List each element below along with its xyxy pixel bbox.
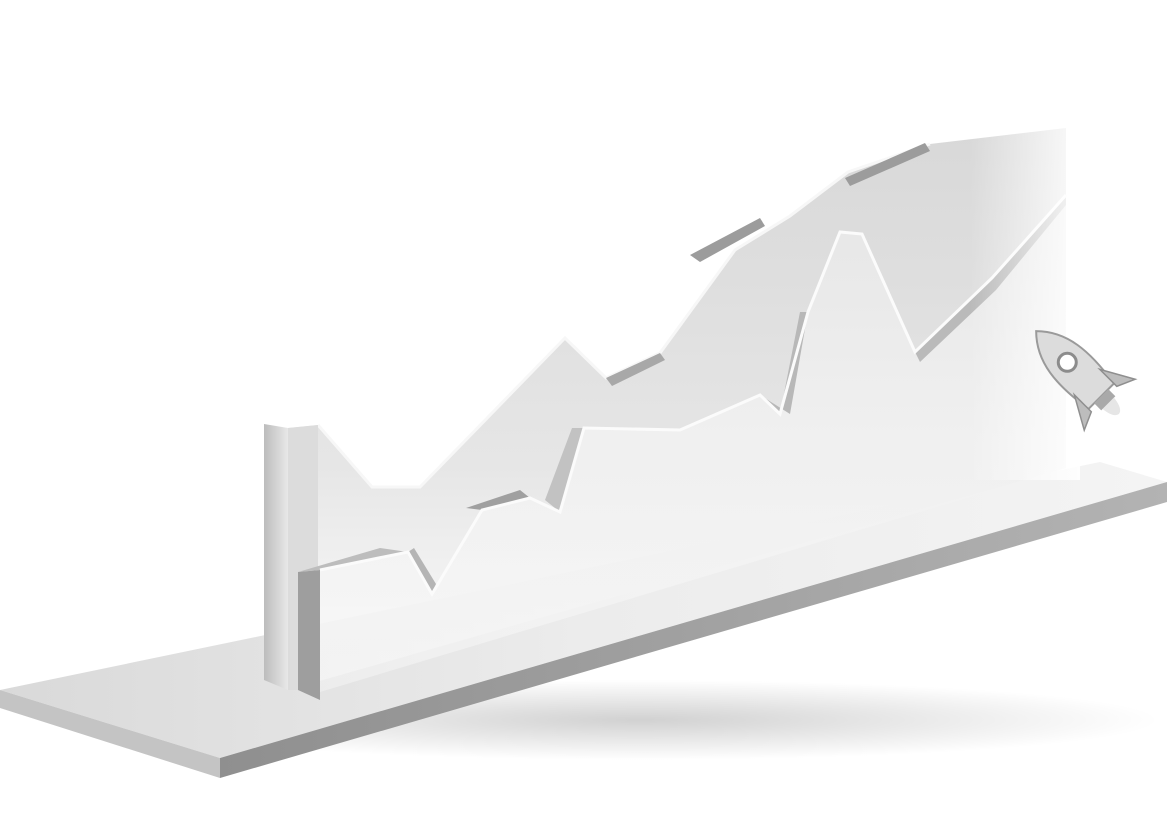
- rocket-fin-left: [1072, 392, 1093, 433]
- base-left-face: [0, 690, 220, 778]
- rocket-window: [1056, 351, 1078, 373]
- rocket-icon: [1035, 330, 1138, 433]
- front-drop-3: [545, 428, 584, 512]
- front-top-bevel-2: [466, 490, 530, 510]
- base-front-face: [220, 482, 1167, 778]
- front-top-bevel-1: [298, 548, 408, 572]
- right-fade: [640, 120, 1080, 480]
- rocket-fin-right: [1097, 367, 1138, 388]
- front-drop-1: [408, 548, 436, 594]
- rocket-flame: [1102, 397, 1121, 416]
- front-post-side: [298, 570, 320, 700]
- rocket-nozzle: [1094, 389, 1116, 411]
- left-post-side: [264, 424, 288, 690]
